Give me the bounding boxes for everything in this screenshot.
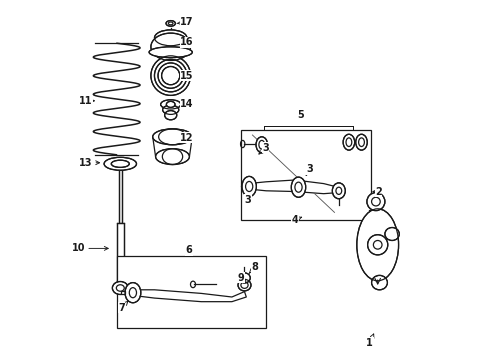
Ellipse shape: [355, 134, 366, 150]
Ellipse shape: [356, 209, 398, 281]
Text: 8: 8: [249, 262, 258, 273]
Ellipse shape: [149, 47, 192, 58]
Text: 12: 12: [180, 132, 193, 143]
Ellipse shape: [291, 177, 305, 197]
Text: 7: 7: [118, 301, 127, 313]
Ellipse shape: [164, 111, 176, 120]
Text: 13: 13: [79, 158, 100, 168]
Ellipse shape: [151, 33, 190, 60]
Ellipse shape: [154, 59, 186, 92]
Text: 11: 11: [79, 96, 94, 106]
Bar: [117, 223, 123, 281]
Ellipse shape: [152, 129, 192, 145]
Ellipse shape: [161, 67, 180, 85]
Polygon shape: [247, 180, 337, 194]
Ellipse shape: [371, 275, 386, 290]
Ellipse shape: [154, 30, 186, 46]
Ellipse shape: [163, 105, 179, 114]
Ellipse shape: [384, 228, 399, 240]
Text: 2: 2: [372, 186, 381, 197]
Text: 10: 10: [72, 243, 108, 253]
Ellipse shape: [366, 193, 384, 211]
Ellipse shape: [238, 273, 250, 283]
Bar: [241, 130, 370, 220]
Ellipse shape: [125, 283, 141, 303]
Ellipse shape: [158, 63, 183, 88]
Text: 4: 4: [291, 215, 301, 225]
Text: 6: 6: [185, 245, 192, 255]
Ellipse shape: [166, 102, 175, 107]
Text: 3: 3: [305, 164, 312, 175]
Ellipse shape: [151, 56, 190, 95]
Text: 15: 15: [180, 71, 193, 81]
Bar: [119, 162, 122, 223]
Polygon shape: [131, 290, 246, 302]
Ellipse shape: [242, 176, 256, 197]
Ellipse shape: [104, 157, 136, 170]
Ellipse shape: [111, 160, 129, 167]
Ellipse shape: [343, 134, 354, 150]
Ellipse shape: [238, 279, 250, 291]
Text: 5: 5: [296, 110, 303, 120]
Text: 1: 1: [366, 334, 373, 348]
Text: 3: 3: [244, 195, 251, 205]
Ellipse shape: [166, 21, 175, 26]
Text: 17: 17: [177, 17, 193, 27]
Text: 14: 14: [180, 99, 193, 109]
Text: 9: 9: [237, 273, 245, 283]
Ellipse shape: [367, 235, 387, 255]
Ellipse shape: [155, 149, 189, 165]
Bar: [117, 256, 265, 328]
Ellipse shape: [332, 183, 345, 199]
Ellipse shape: [160, 100, 181, 109]
Text: 16: 16: [180, 37, 193, 48]
Bar: [121, 291, 124, 294]
Ellipse shape: [256, 137, 267, 153]
Ellipse shape: [112, 282, 128, 294]
Text: 3: 3: [258, 143, 268, 154]
